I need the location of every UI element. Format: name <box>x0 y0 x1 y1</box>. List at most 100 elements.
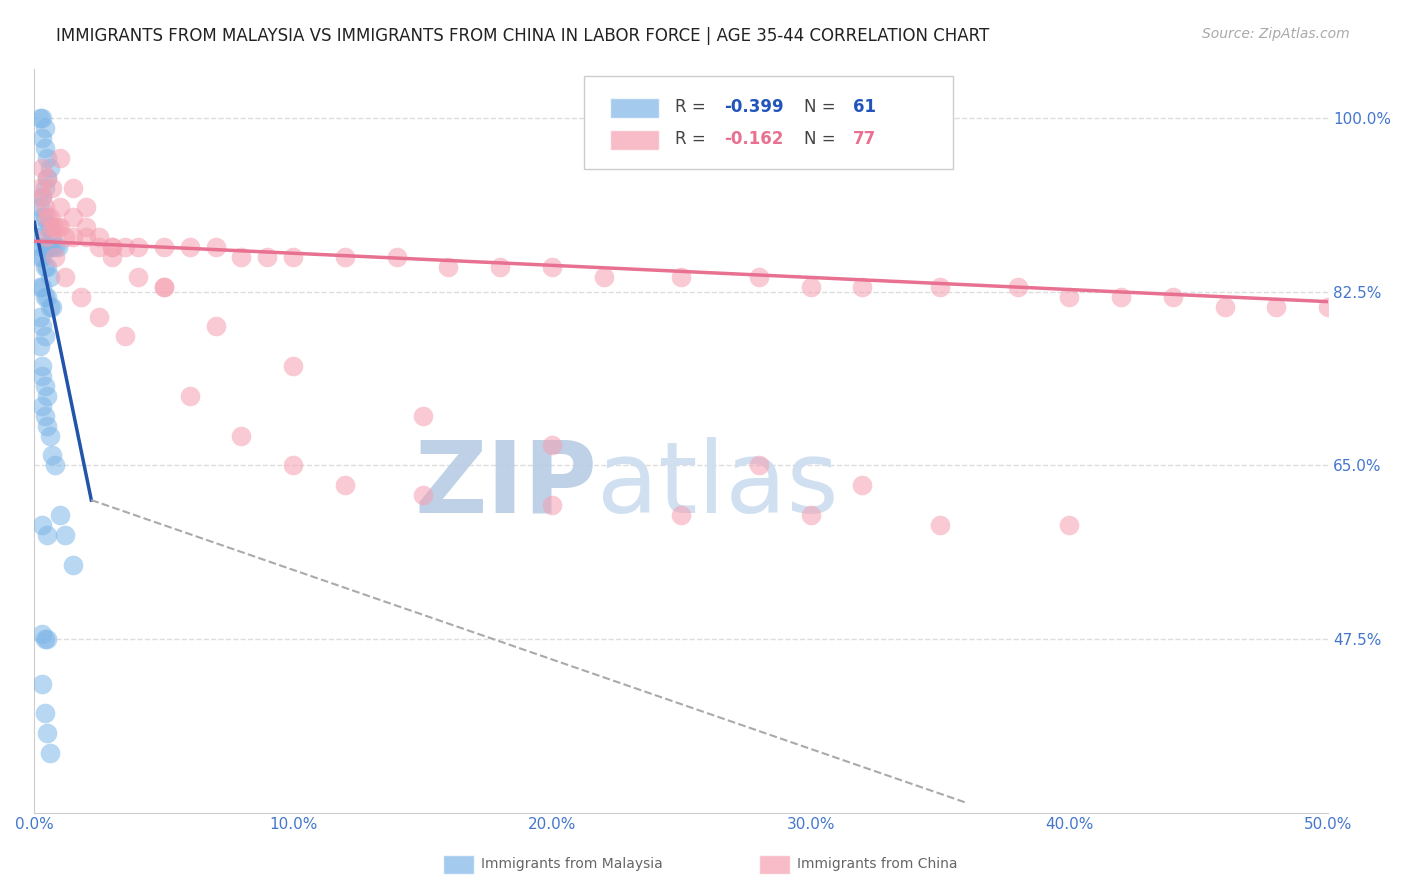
Point <box>31 190 53 204</box>
Point <box>37 211 59 225</box>
Point <box>34 706 56 721</box>
Point <box>34 379 56 393</box>
Text: 77: 77 <box>853 130 876 148</box>
Point <box>1213 300 1236 314</box>
Point <box>541 260 564 274</box>
Point <box>49 201 72 215</box>
Point <box>34 632 56 646</box>
Point <box>28 250 51 264</box>
Point <box>31 250 53 264</box>
Point <box>44 458 66 473</box>
Text: Source: ZipAtlas.com: Source: ZipAtlas.com <box>1202 27 1350 41</box>
Point <box>38 240 60 254</box>
Point <box>41 180 63 194</box>
Point <box>1059 290 1081 304</box>
Point <box>44 240 66 254</box>
Point <box>62 230 84 244</box>
Point <box>62 558 84 572</box>
Text: N =: N = <box>804 98 841 116</box>
Point <box>75 220 97 235</box>
Point <box>87 310 110 324</box>
Point <box>748 269 770 284</box>
Point <box>851 478 873 492</box>
Point <box>41 220 63 235</box>
Point <box>541 438 564 452</box>
Point <box>671 508 693 522</box>
Point <box>231 428 253 442</box>
Point <box>1109 290 1132 304</box>
Point <box>31 627 53 641</box>
Point <box>49 151 72 165</box>
Point <box>37 230 59 244</box>
Point <box>46 220 69 235</box>
Point <box>44 250 66 264</box>
Point <box>87 230 110 244</box>
Text: atlas: atlas <box>598 437 839 533</box>
Point <box>28 111 51 125</box>
Point <box>49 220 72 235</box>
Point <box>70 290 93 304</box>
Point <box>37 528 59 542</box>
Point <box>31 319 53 334</box>
Point <box>37 240 59 254</box>
Point <box>748 458 770 473</box>
Point <box>31 131 53 145</box>
Point <box>38 269 60 284</box>
Point <box>179 240 201 254</box>
Point <box>101 240 124 254</box>
Point <box>851 279 873 293</box>
Point <box>28 310 51 324</box>
Point <box>31 676 53 690</box>
Point <box>31 517 53 532</box>
Bar <box>759 855 790 874</box>
Point <box>34 211 56 225</box>
Point <box>929 517 952 532</box>
Point <box>28 279 51 293</box>
Point <box>31 190 53 204</box>
Bar <box>443 855 474 874</box>
Point <box>75 230 97 244</box>
Point <box>62 180 84 194</box>
Point <box>152 240 174 254</box>
Point <box>333 478 356 492</box>
Point <box>34 290 56 304</box>
Point <box>38 428 60 442</box>
Point <box>281 250 304 264</box>
Point <box>37 260 59 274</box>
FancyBboxPatch shape <box>585 76 953 169</box>
Point <box>34 180 56 194</box>
Point <box>37 389 59 403</box>
Point <box>49 508 72 522</box>
Point <box>31 359 53 373</box>
FancyBboxPatch shape <box>610 97 659 119</box>
Point <box>800 279 823 293</box>
Point <box>152 279 174 293</box>
FancyBboxPatch shape <box>610 129 659 151</box>
Point <box>31 279 53 293</box>
Point <box>37 418 59 433</box>
Point <box>38 220 60 235</box>
Point <box>34 121 56 136</box>
Point <box>31 111 53 125</box>
Point <box>37 151 59 165</box>
Point <box>592 269 614 284</box>
Point <box>385 250 408 264</box>
Point <box>31 369 53 384</box>
Point <box>1161 290 1184 304</box>
Point <box>37 290 59 304</box>
Point <box>34 260 56 274</box>
Point <box>231 250 253 264</box>
Point <box>1059 517 1081 532</box>
Text: R =: R = <box>675 130 711 148</box>
Point <box>127 240 149 254</box>
Point <box>75 201 97 215</box>
Point <box>1317 300 1340 314</box>
Point <box>437 260 460 274</box>
Point <box>55 230 77 244</box>
Point <box>28 201 51 215</box>
Point <box>38 161 60 175</box>
Point <box>256 250 278 264</box>
Point <box>412 409 434 423</box>
Text: R =: R = <box>675 98 711 116</box>
Point <box>34 329 56 343</box>
